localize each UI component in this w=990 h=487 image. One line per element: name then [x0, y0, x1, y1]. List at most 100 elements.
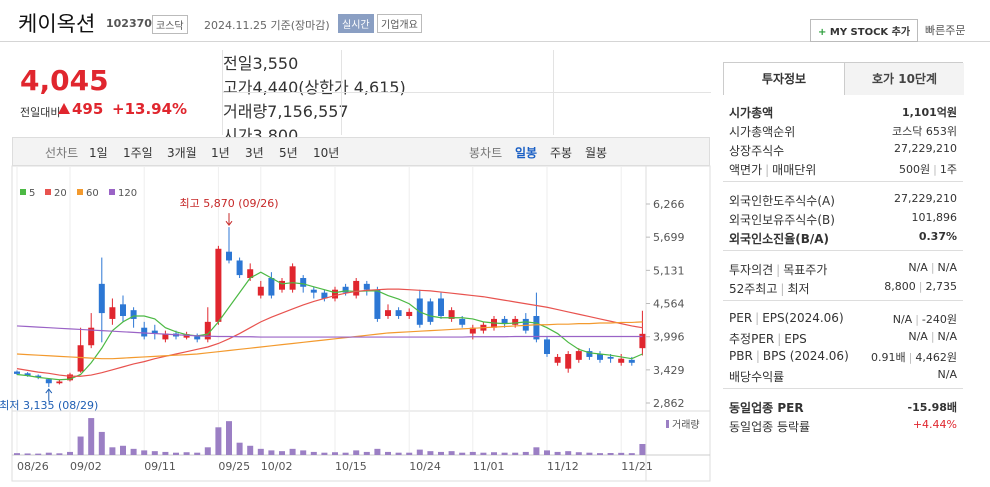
mystock-button[interactable]: + MY STOCK 추가 — [810, 19, 919, 42]
info-value: 8,800 | 2,735 — [884, 280, 957, 293]
volume-bar — [438, 451, 444, 455]
info-row: 외국인소진율(B/A) 0.37% — [729, 230, 957, 248]
y-tick-label: 2,862 — [653, 397, 685, 410]
volume-bar — [35, 453, 42, 455]
divider — [341, 50, 342, 135]
info-value: N/A — [938, 368, 957, 381]
label-part: 추정PER — [729, 332, 775, 346]
legend-label: 60 — [86, 188, 99, 199]
y-tick-label: 5,131 — [653, 264, 685, 277]
info-value: +4.44% — [913, 418, 957, 431]
info-row: 동일업종 등락률 +4.44% — [729, 418, 957, 436]
label-part: 투자의견 — [729, 263, 774, 277]
volume-bar — [607, 453, 614, 455]
separator: | — [933, 163, 937, 176]
candle-body — [98, 283, 105, 314]
volume-bar — [512, 452, 519, 455]
tab[interactable]: 월봉 — [585, 146, 608, 160]
volume-bar — [533, 447, 540, 455]
tab[interactable]: 호가 10단계 — [844, 63, 964, 95]
tab[interactable]: 1일 — [89, 146, 108, 160]
volume-bar — [416, 449, 423, 455]
tab[interactable]: 일봉 — [515, 146, 538, 160]
info-label: 52주최고 | 최저 — [729, 280, 810, 297]
volume-bar — [173, 452, 179, 455]
volume-bar — [544, 450, 550, 455]
chart-tabs: 선차트 1일 1주일 3개월 1년 3년 5년 10년 봉차트 일봉 주봉 월봉 — [12, 137, 710, 166]
tab[interactable]: 10년 — [313, 146, 340, 160]
label-part: 시가총액 — [729, 106, 774, 120]
value-part: N/A — [908, 261, 928, 274]
x-tick-label: 11/12 — [547, 460, 579, 473]
candle-body — [427, 301, 434, 322]
overview-button[interactable]: 기업개요 — [377, 14, 422, 33]
volume-bar — [289, 448, 296, 455]
value-part: 1주 — [939, 163, 957, 176]
candle-body — [406, 311, 413, 317]
info-row: 외국인보유주식수(B) 101,896 — [729, 211, 957, 229]
value-part: 0.91배 — [871, 351, 906, 364]
tab[interactable]: 5년 — [279, 146, 298, 160]
value-part: N/A — [937, 330, 957, 343]
candle-body — [120, 304, 126, 317]
info-label: 동일업종 PER — [729, 399, 804, 416]
quote-value: 7,156,557 — [267, 102, 349, 121]
info-row: PBR | BPS (2024.06) 0.91배 | 4,462원 — [729, 349, 957, 367]
label-part: PBR — [729, 349, 753, 363]
candle-body — [544, 339, 550, 355]
label-part: 외국인한도주식수(A) — [729, 194, 835, 208]
info-label: 외국인소진율(B/A) — [729, 230, 829, 247]
candle-body — [109, 307, 116, 319]
value-part: 27,229,210 — [894, 142, 957, 155]
candle-body — [204, 321, 211, 340]
info-label: 시가총액 — [729, 104, 773, 121]
candle-body — [77, 345, 84, 372]
volume-bar — [268, 450, 275, 455]
info-value: N/A | N/A — [908, 330, 957, 343]
info-label: 외국인보유주식수(B) — [729, 211, 835, 228]
candle-body — [45, 379, 52, 384]
info-panel: 투자정보 호가 10단계 시가총액 1,101억원 시가총액순위 코스닥 653위 상장… — [723, 58, 964, 458]
candle-body — [385, 310, 391, 317]
realtime-badge[interactable]: 실시간 — [338, 14, 374, 33]
info-row: 시가총액 1,101억원 — [729, 104, 957, 122]
divider — [723, 250, 963, 251]
candle-body — [321, 292, 328, 299]
volume-bar — [480, 452, 487, 455]
quote-label: 거래량 — [223, 102, 268, 121]
info-value: 27,229,210 — [894, 142, 957, 155]
quick-order[interactable]: 빠른주문 — [925, 24, 966, 37]
info-label: 투자의견 | 목표주가 — [729, 261, 827, 278]
volume-bar — [575, 452, 582, 455]
value-part: N/A — [908, 330, 928, 343]
tab[interactable]: 1년 — [211, 146, 230, 160]
label-part: BPS (2024.06) — [762, 349, 849, 363]
value-part: 101,896 — [911, 211, 958, 224]
quote-item: 거래량7,156,557 — [223, 98, 710, 122]
x-tick-label: 10/15 — [335, 460, 367, 473]
info-value: 27,229,210 — [894, 192, 957, 205]
volume-bar — [162, 451, 169, 455]
tab[interactable]: 투자정보 — [724, 63, 844, 95]
candle-body — [310, 289, 317, 293]
arrow-head — [225, 220, 233, 226]
volume-bar — [554, 451, 561, 455]
tab-label: 선차트 — [45, 146, 79, 160]
label-part: 액면가 — [729, 163, 763, 177]
value-part: -240원 — [921, 313, 957, 326]
change-percent: +13.94% — [112, 100, 188, 118]
tab[interactable]: 3개월 — [167, 146, 197, 160]
tab[interactable]: 1주일 — [123, 146, 153, 160]
candle-body — [469, 327, 476, 334]
tab[interactable]: 3년 — [245, 146, 264, 160]
candle-body — [533, 316, 540, 340]
x-tick-label: 10/24 — [409, 460, 441, 473]
candle-body — [226, 251, 232, 261]
candle-body — [353, 280, 360, 296]
x-tick-label: 10/02 — [261, 460, 293, 473]
label-part: 목표주가 — [783, 263, 828, 277]
candle-body — [363, 283, 370, 290]
candle-body — [554, 356, 561, 363]
tab[interactable]: 주봉 — [550, 146, 573, 160]
date: 2024.11.25 기준(장마감) — [204, 19, 330, 32]
